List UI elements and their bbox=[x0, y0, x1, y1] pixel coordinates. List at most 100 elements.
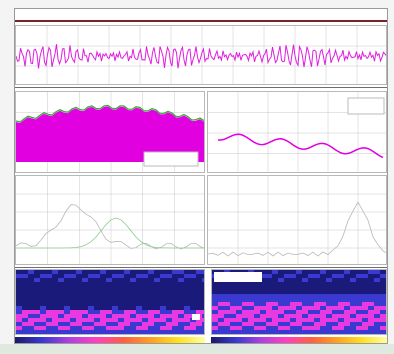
spectrogram-cell bbox=[320, 282, 326, 286]
spectrogram-cell bbox=[278, 294, 284, 298]
spectrogram-cell bbox=[40, 294, 46, 298]
spectrogram-cell bbox=[172, 274, 178, 278]
spectrogram-cell bbox=[94, 286, 100, 290]
spectrogram-cell bbox=[278, 270, 284, 274]
spectrogram-cell bbox=[202, 330, 204, 334]
spectrogram-cell bbox=[82, 310, 88, 314]
spectrogram-cell bbox=[136, 302, 142, 306]
spectrogram-cell bbox=[326, 290, 332, 294]
spectrogram-cell bbox=[34, 294, 40, 298]
spectrogram-cell bbox=[308, 314, 314, 318]
spectrogram-cell bbox=[130, 326, 136, 330]
spectrogram-cell bbox=[290, 278, 296, 282]
spectrogram-cell bbox=[64, 294, 70, 298]
spectrogram-cell bbox=[22, 270, 28, 274]
spectrogram-cell bbox=[248, 298, 254, 302]
spectrogram-cell bbox=[46, 274, 52, 278]
spectrogram-cell bbox=[380, 306, 386, 310]
spectrogram-cell bbox=[266, 318, 272, 322]
spectrogram-cell bbox=[308, 298, 314, 302]
spectrogram-cell bbox=[326, 322, 332, 326]
spectrogram-cell bbox=[260, 270, 266, 274]
spectrogram-cell bbox=[58, 278, 64, 282]
spectrogram-cell bbox=[46, 290, 52, 294]
spectrogram-cell bbox=[224, 298, 230, 302]
spectrogram-cell bbox=[70, 318, 76, 322]
sparse-left-trace bbox=[16, 204, 204, 250]
spectrogram-cell bbox=[296, 290, 302, 294]
spectrogram-cell bbox=[82, 302, 88, 306]
title-bar bbox=[15, 9, 387, 23]
spectrogram-cell bbox=[236, 294, 242, 298]
spectrogram-cell bbox=[58, 294, 64, 298]
spectrogram-cell bbox=[94, 326, 100, 330]
spectrogram-cell bbox=[386, 310, 387, 314]
spectrogram-cell bbox=[34, 314, 40, 318]
spectrogram-cell bbox=[302, 274, 308, 278]
spectrogram-cell bbox=[314, 302, 320, 306]
spectrogram-cell bbox=[16, 294, 22, 298]
spectrogram-cell bbox=[22, 310, 28, 314]
spectrogram-cell bbox=[308, 286, 314, 290]
line-plot-legend-box bbox=[347, 97, 385, 115]
spectrogram-cell bbox=[46, 334, 52, 335]
spectrogram-cell bbox=[196, 326, 202, 330]
spectrogram-cell bbox=[356, 282, 362, 286]
spectrogram-cell bbox=[356, 278, 362, 282]
spectrogram-cell bbox=[154, 282, 160, 286]
spectrogram-cell bbox=[338, 270, 344, 274]
spectrogram-cell bbox=[118, 286, 124, 290]
spectrogram-cell bbox=[236, 286, 242, 290]
spectrogram-cell bbox=[154, 274, 160, 278]
spectrogram-cell bbox=[290, 286, 296, 290]
spectrogram-cell bbox=[236, 310, 242, 314]
spectrogram-cell bbox=[278, 282, 284, 286]
waveform-grid bbox=[16, 26, 386, 84]
spectrogram-cell bbox=[302, 278, 308, 282]
spectrogram-cell bbox=[266, 270, 272, 274]
spectrogram-cell bbox=[178, 314, 184, 318]
spectrogram-cell bbox=[196, 282, 202, 286]
spectrogram-cell bbox=[34, 298, 40, 302]
spectrogram-cell bbox=[302, 286, 308, 290]
spectrogram-cell bbox=[190, 294, 196, 298]
spectrogram-cell bbox=[190, 310, 196, 314]
spectrogram-cell bbox=[218, 326, 224, 330]
spectrogram-cell bbox=[284, 326, 290, 330]
spectrogram-cell bbox=[52, 322, 58, 326]
spectrogram-cell bbox=[236, 290, 242, 294]
spectrogram-cell bbox=[386, 326, 387, 330]
spectrogram-cell bbox=[94, 306, 100, 310]
spectrogram-cell bbox=[142, 334, 148, 335]
spectrogram-cell bbox=[136, 298, 142, 302]
spectrogram-cell bbox=[362, 270, 368, 274]
spectrogram-cell bbox=[40, 330, 46, 334]
spectrogram-cell bbox=[160, 322, 166, 326]
spectrogram-cell bbox=[248, 334, 254, 335]
spectrogram-cell bbox=[82, 326, 88, 330]
spectrogram-cell bbox=[184, 314, 190, 318]
spectrogram-cell bbox=[184, 330, 190, 334]
spectrogram-cell bbox=[184, 298, 190, 302]
spectrogram-cell bbox=[338, 302, 344, 306]
spectrogram-cell bbox=[130, 318, 136, 322]
spectrogram-cell bbox=[184, 306, 190, 310]
spectrogram-cell bbox=[386, 302, 387, 306]
spectrogram-cell bbox=[362, 302, 368, 306]
spectrogram-cell bbox=[272, 322, 278, 326]
spectrogram-cell bbox=[70, 326, 76, 330]
spectrogram-cell bbox=[326, 274, 332, 278]
spectrogram-cell bbox=[326, 294, 332, 298]
spectrogram-cell bbox=[260, 314, 266, 318]
spectrogram-cell bbox=[94, 282, 100, 286]
spectrogram-cell bbox=[320, 290, 326, 294]
spectrogram-cell bbox=[266, 290, 272, 294]
spectrogram-cell bbox=[302, 302, 308, 306]
spectrogram-cell bbox=[278, 302, 284, 306]
spectrogram-cell bbox=[46, 282, 52, 286]
spectrogram-cell bbox=[16, 318, 22, 322]
sparse-left-svg bbox=[16, 176, 204, 264]
spectrogram-cell bbox=[302, 282, 308, 286]
spectrogram-cell bbox=[314, 290, 320, 294]
spectrogram-cell bbox=[290, 302, 296, 306]
